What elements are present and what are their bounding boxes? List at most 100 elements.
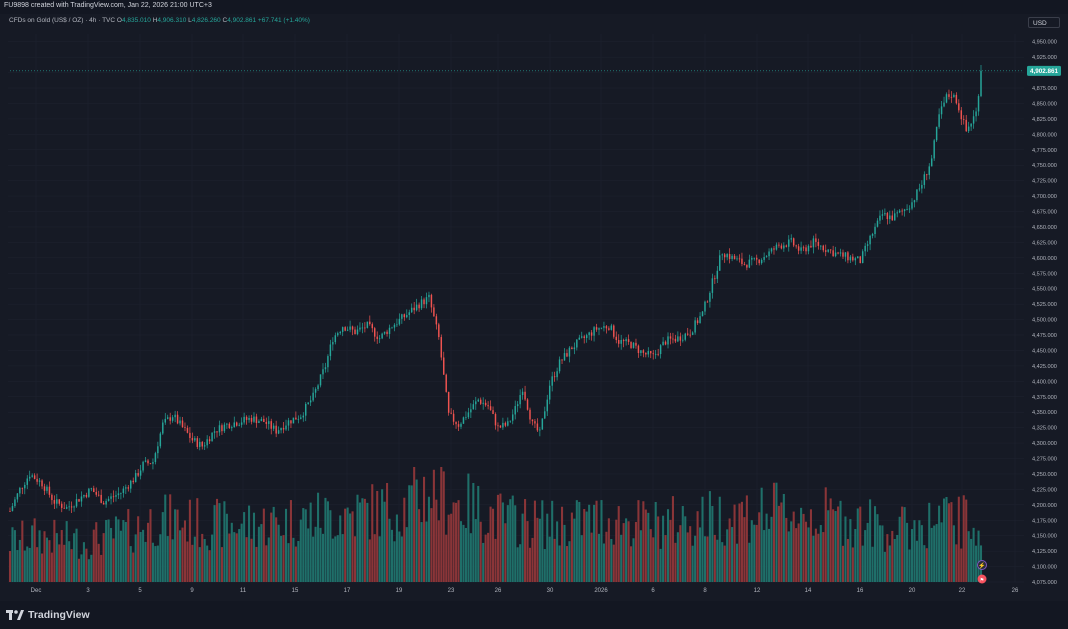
candle-body — [684, 333, 687, 340]
candle-body — [85, 494, 88, 497]
volume-bar — [800, 507, 803, 582]
candle-body — [849, 256, 852, 261]
volume-bar — [649, 529, 652, 582]
volume-bar — [898, 516, 901, 582]
candle-body — [329, 344, 332, 357]
candle-body — [610, 325, 613, 330]
chart-area[interactable]: 4,950.0004,925.0004,900.0004,875.0004,85… — [0, 14, 1068, 601]
candle-body — [524, 391, 526, 400]
candle-body — [277, 430, 280, 434]
volume-bar — [910, 529, 914, 582]
volume-bar — [945, 496, 948, 582]
candle-body — [83, 494, 85, 497]
volume-bar — [215, 498, 219, 582]
candle-body — [470, 409, 472, 413]
candle-body — [107, 498, 110, 501]
volume-bar — [358, 502, 361, 582]
x-tick-label: 5 — [138, 588, 142, 594]
volume-bar — [647, 512, 650, 582]
x-tick-label: 2026 — [594, 588, 608, 594]
volume-bar — [149, 509, 152, 582]
volume-bar — [171, 539, 174, 582]
volume-bar — [381, 489, 384, 582]
volume-bar — [60, 530, 63, 582]
volume-bar — [329, 510, 332, 582]
volume-bar — [763, 530, 766, 582]
candle-body — [268, 421, 270, 424]
volume-bar — [334, 536, 337, 582]
candle-body — [139, 470, 142, 476]
candle-body — [134, 473, 137, 483]
candle-body — [521, 391, 524, 396]
candle-body — [494, 413, 497, 426]
y-tick-label: 4,250.000 — [1032, 472, 1057, 478]
candle-body — [282, 428, 285, 430]
candle-body — [122, 488, 125, 493]
candle-body — [152, 461, 154, 464]
volume-bar — [169, 494, 172, 582]
volume-bar — [553, 538, 556, 582]
volume-bar — [856, 508, 859, 582]
volume-bar — [950, 502, 953, 582]
volume-bar — [11, 527, 14, 582]
candle-body — [381, 333, 383, 339]
volume-bar — [841, 545, 845, 582]
volume-bar — [977, 530, 980, 582]
volume-bar — [740, 501, 743, 582]
volume-bar — [356, 494, 359, 582]
candle-body — [46, 486, 48, 491]
candle-body — [504, 422, 507, 426]
candle-body — [824, 250, 827, 252]
volume-bar — [16, 550, 19, 582]
y-tick-label: 4,400.000 — [1032, 379, 1057, 385]
candle-body — [930, 158, 933, 167]
candle-body — [364, 327, 366, 329]
candle-body — [886, 213, 889, 220]
candle-body — [553, 376, 556, 378]
candle-body — [238, 424, 240, 426]
x-tick-label: 26 — [495, 588, 502, 594]
candle-body — [445, 374, 447, 392]
volume-bar — [824, 487, 827, 582]
price-chart[interactable]: 4,950.0004,925.0004,900.0004,875.0004,85… — [0, 14, 1068, 601]
volume-bar — [73, 533, 76, 582]
tradingview-logo[interactable]: TradingView — [6, 609, 90, 621]
volume-bar — [13, 530, 16, 582]
candle-body — [933, 140, 935, 159]
y-tick-label: 4,200.000 — [1032, 503, 1057, 509]
candle-body — [127, 487, 130, 489]
volume-bar — [662, 515, 665, 582]
candle-body — [901, 210, 903, 212]
candle-body — [876, 220, 879, 227]
candle-body — [544, 411, 546, 419]
candle-body — [640, 350, 642, 354]
volume-bar — [561, 506, 564, 582]
y-tick-label: 4,850.000 — [1032, 101, 1057, 107]
y-tick-label: 4,450.000 — [1032, 348, 1057, 354]
volume-bar — [812, 535, 815, 582]
volume-bar — [240, 523, 243, 582]
candle-body — [65, 507, 68, 509]
volume-bar — [235, 533, 238, 582]
volume-bar — [918, 520, 921, 582]
y-tick-label: 4,350.000 — [1032, 410, 1057, 416]
volume-bar — [777, 505, 780, 582]
candle-body — [637, 345, 640, 354]
candle-body — [332, 342, 334, 345]
volume-bar — [940, 522, 943, 582]
y-tick-label: 4,175.000 — [1032, 518, 1057, 524]
volume-bar — [250, 538, 253, 582]
candle-body — [337, 333, 339, 336]
candle-body — [832, 250, 834, 257]
candle-body — [243, 416, 245, 423]
volume-bar — [373, 534, 376, 582]
volume-bar — [420, 522, 423, 582]
currency-button[interactable]: USD — [1028, 17, 1060, 28]
candle-body — [975, 111, 977, 117]
volume-bar — [400, 536, 403, 582]
volume-bar — [770, 516, 773, 582]
candle-body — [423, 299, 425, 305]
volume-bar — [317, 492, 320, 582]
candle-body — [903, 209, 906, 212]
volume-bar — [492, 508, 495, 582]
